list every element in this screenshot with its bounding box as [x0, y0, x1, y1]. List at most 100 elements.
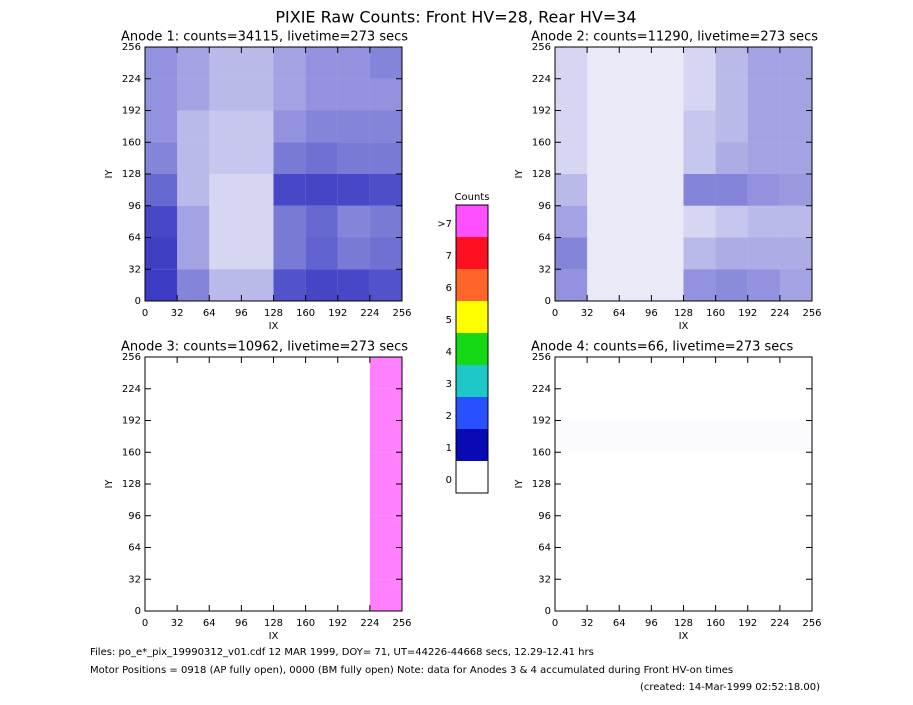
heat-cell — [177, 237, 210, 270]
y-tick-label: 224 — [122, 74, 141, 85]
y-axis-label: IY — [514, 169, 525, 179]
heat-cell — [780, 389, 812, 421]
colorbar-cell — [456, 205, 488, 237]
heat-cell — [177, 110, 210, 143]
heat-cell — [337, 205, 370, 238]
panel-title: Anode 4: counts=66, livetime=273 secs — [531, 340, 793, 355]
heat-cell — [241, 237, 274, 270]
colorbar-cell — [456, 301, 488, 333]
heat-cell — [177, 357, 209, 389]
heat-cell — [716, 389, 748, 421]
heat-cell — [555, 142, 588, 174]
heat-cell — [651, 452, 683, 484]
x-tick-label: 0 — [552, 618, 558, 629]
heat-cell — [684, 421, 716, 453]
heat-cell — [337, 47, 370, 79]
x-axis-label: IX — [269, 321, 279, 332]
heat-cell — [684, 484, 716, 516]
x-tick-label: 256 — [802, 618, 821, 629]
heat-cell — [306, 421, 338, 453]
colorbar-cell — [456, 269, 488, 301]
heat-cell — [748, 389, 780, 421]
y-tick-label: 256 — [122, 42, 141, 53]
heat-cell — [209, 516, 241, 548]
heat-cell — [305, 205, 338, 238]
heat-cell — [273, 47, 306, 79]
heat-cell — [716, 357, 748, 389]
heat-cell — [338, 484, 370, 516]
heat-cell — [337, 110, 370, 143]
heat-cell — [748, 579, 780, 611]
heat-cell — [241, 357, 273, 389]
heat-cell — [241, 174, 274, 206]
heat-cell — [338, 357, 370, 389]
heat-cell — [209, 484, 241, 516]
heat-cell — [587, 484, 619, 516]
heat-cell — [619, 579, 651, 611]
heat-cell — [145, 452, 177, 484]
heat-cell — [274, 421, 306, 453]
heat-cell — [716, 484, 748, 516]
heat-cell — [241, 78, 274, 111]
heat-cell — [779, 205, 812, 238]
heat-cell — [619, 174, 652, 206]
heat-cell — [305, 47, 338, 79]
y-tick-label: 256 — [532, 352, 551, 363]
heat-cell — [619, 516, 651, 548]
heat-cell — [241, 548, 273, 580]
x-tick-label: 192 — [738, 308, 757, 319]
heat-cell — [209, 421, 241, 453]
heat-cell — [338, 516, 370, 548]
heat-cell — [273, 78, 306, 111]
heat-cell — [209, 205, 242, 238]
heat-cell — [780, 484, 812, 516]
y-tick-label: 32 — [538, 264, 551, 275]
heat-cell — [587, 142, 620, 174]
heat-cell — [619, 78, 652, 111]
heat-cell — [780, 452, 812, 484]
heat-cell — [779, 237, 812, 270]
x-tick-label: 64 — [613, 308, 626, 319]
heat-cell — [305, 78, 338, 111]
y-tick-label: 64 — [128, 543, 141, 554]
heat-cell — [369, 420, 402, 453]
heat-cell — [651, 389, 683, 421]
heat-cell — [779, 269, 812, 301]
heat-cell — [779, 47, 812, 79]
heat-cell — [209, 110, 242, 143]
panel-title: Anode 2: counts=11290, livetime=273 secs — [531, 30, 818, 45]
heat-cell — [306, 357, 338, 389]
heat-cell — [619, 452, 651, 484]
colorbar-label: 6 — [446, 283, 452, 294]
heat-cell — [145, 548, 177, 580]
heat-cell — [274, 516, 306, 548]
heat-cell — [587, 421, 619, 453]
heat-cell — [683, 142, 716, 174]
heat-cell — [369, 110, 402, 143]
colorbar-label: 7 — [446, 251, 452, 262]
heat-cell — [651, 269, 684, 301]
heat-cell — [337, 174, 370, 206]
heat-cell — [273, 110, 306, 143]
heat-cell — [555, 237, 588, 270]
x-tick-label: 224 — [770, 618, 789, 629]
heat-cell — [587, 205, 620, 238]
colorbar-label: 4 — [446, 347, 452, 358]
heat-cell — [338, 452, 370, 484]
heat-cell — [209, 357, 241, 389]
heat-cell — [273, 174, 306, 206]
x-tick-label: 160 — [296, 308, 315, 319]
y-tick-label: 256 — [532, 42, 551, 53]
heat-cell — [145, 516, 177, 548]
x-tick-label: 192 — [328, 308, 347, 319]
heat-cell — [177, 579, 209, 611]
y-tick-label: 32 — [128, 574, 141, 585]
y-tick-label: 64 — [128, 233, 141, 244]
heat-cell — [241, 47, 274, 79]
heat-cell — [587, 237, 620, 270]
heat-cell — [748, 484, 780, 516]
heat-cell — [587, 579, 619, 611]
heat-cell — [209, 269, 242, 301]
y-tick-label: 96 — [538, 201, 551, 212]
